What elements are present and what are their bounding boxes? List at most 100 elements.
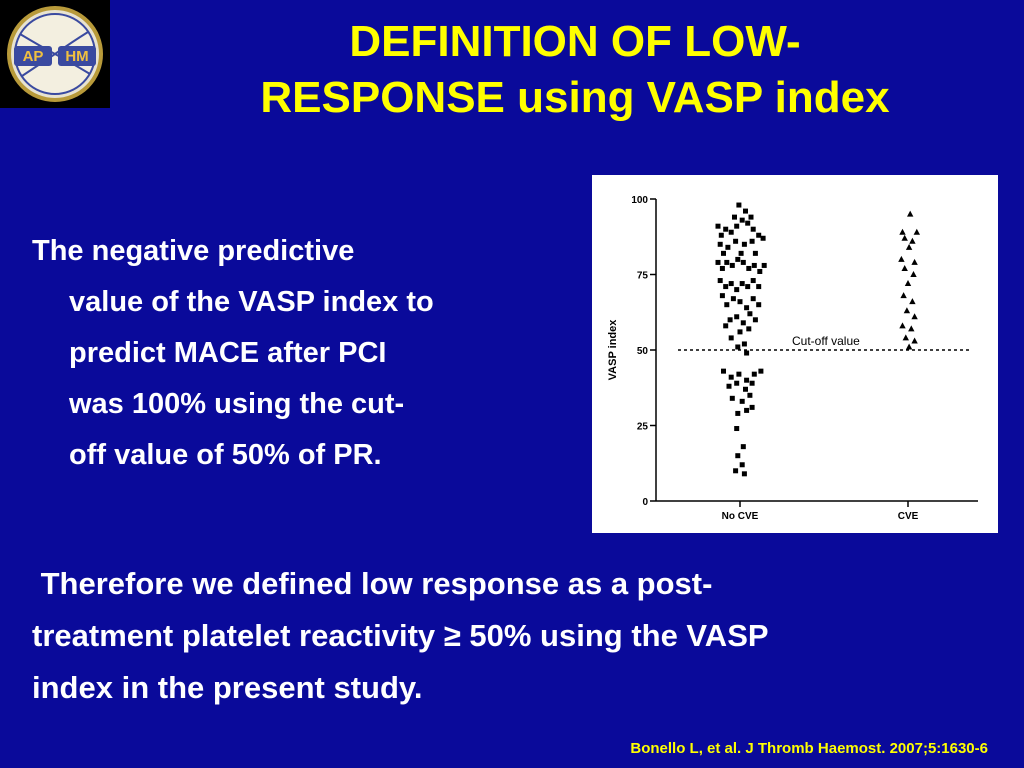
x-tick-label: CVE (898, 511, 919, 522)
no-cve-point (744, 407, 750, 413)
no-cve-point (750, 226, 756, 232)
vasp-chart-panel: 0 25 50 75 100 VASP index No CVE CVE Cut-off val… (592, 175, 998, 533)
no-cve-point (737, 329, 743, 335)
cve-point (913, 228, 920, 235)
no-cve-point (745, 284, 751, 290)
cve-point (907, 210, 914, 217)
no-cve-point (717, 278, 723, 284)
no-cve-point (715, 223, 721, 229)
x-tick-label: No CVE (722, 511, 759, 522)
no-cve-point (750, 278, 756, 284)
definition-line3: index in the present study. (32, 670, 423, 705)
no-cve-point (739, 281, 745, 287)
no-cve-point (746, 265, 752, 271)
slide-title-line2: RESPONSE using VASP index (260, 73, 890, 122)
y-tick-label: 75 (637, 271, 649, 282)
no-cve-point (748, 214, 754, 220)
cve-point (900, 292, 907, 299)
npv-line2: value of the VASP index to (69, 286, 434, 318)
no-cve-point (727, 317, 733, 323)
no-cve-point (736, 202, 742, 208)
cve-point (910, 271, 917, 277)
no-cve-point (717, 241, 723, 247)
cve-point (905, 343, 913, 350)
y-tick-label: 0 (642, 497, 648, 508)
aphm-logo-graphic: AP HM (7, 6, 103, 102)
y-tick-label: 50 (637, 346, 649, 357)
no-cve-point (735, 344, 741, 350)
no-cve-point (733, 468, 739, 474)
cve-point (909, 237, 916, 244)
no-cve-point (725, 244, 731, 250)
no-cve-point (728, 335, 734, 341)
no-cve-point (756, 232, 762, 238)
definition-line1: Therefore we defined low response as a p… (32, 566, 713, 601)
npv-line5: off value of 50% of PR. (69, 439, 382, 471)
definition-paragraph: Therefore we defined low response as a p… (32, 558, 1012, 714)
no-cve-point (740, 444, 746, 450)
cve-point (901, 234, 908, 241)
no-cve-point (733, 238, 739, 244)
no-cve-point (739, 398, 745, 404)
cve-point (903, 307, 911, 314)
no-cve-point (723, 323, 729, 329)
no-cve-point (747, 311, 753, 317)
npv-line1: The negative predictive (32, 235, 355, 267)
no-cve-point (723, 284, 729, 290)
no-cve-point (719, 265, 725, 271)
no-cve-point (734, 223, 740, 229)
cve-point (899, 228, 906, 235)
definition-line2: treatment platelet reactivity ≥ 50% usin… (32, 618, 769, 653)
no-cve-point (744, 305, 750, 311)
cve-point (909, 298, 916, 305)
citation: Bonello L, et al. J Thromb Haemost. 2007… (630, 740, 988, 757)
no-cve-point (750, 296, 756, 302)
no-cve-point (721, 250, 726, 256)
no-cve-point (757, 268, 763, 274)
no-cve-point (741, 241, 747, 247)
no-cve-point (752, 317, 758, 323)
npv-line3: predict MACE after PCI (69, 337, 387, 369)
no-cve-point (728, 281, 734, 287)
vasp-scatter-chart: 0 25 50 75 100 VASP index No CVE CVE Cut-off val… (607, 195, 978, 522)
no-cve-point (739, 217, 745, 223)
no-cve-point (749, 404, 755, 410)
no-cve-point (740, 320, 746, 326)
no-cve-point (744, 350, 750, 356)
cutoff-label: Cut-off value (792, 334, 860, 348)
no-cve-point (734, 287, 740, 293)
no-cve-point (751, 262, 757, 268)
no-cve-point (734, 426, 740, 432)
no-cve-point (739, 462, 745, 468)
no-cve-point (744, 377, 750, 383)
no-cve-point (729, 262, 735, 268)
slide-title: DEFINITION OF LOW- RESPONSE using VASP i… (150, 14, 1000, 126)
no-cve-point (743, 208, 748, 214)
no-cve-point (756, 284, 762, 290)
cve-point (911, 337, 918, 344)
no-cve-point (723, 226, 729, 232)
logo-text-left: AP (23, 48, 44, 65)
slide-title-line1: DEFINITION OF LOW- (349, 17, 801, 66)
cve-point (901, 264, 908, 271)
no-cve-point (715, 259, 721, 265)
no-cve-point (761, 262, 767, 268)
no-cve-point (726, 383, 732, 389)
no-cve-point (740, 259, 746, 265)
aphm-logo: AP HM (0, 0, 110, 108)
no-cve-point (735, 256, 741, 262)
npv-line4: was 100% using the cut- (69, 388, 405, 420)
no-cve-point (746, 326, 752, 332)
no-cve-point (734, 380, 740, 386)
no-cve-point (743, 386, 748, 392)
no-cve-point (724, 259, 730, 265)
no-cve-point (741, 341, 747, 347)
no-cve-point (719, 293, 725, 299)
cve-point (899, 322, 906, 329)
cve-point (898, 255, 905, 262)
cve-point (908, 325, 915, 332)
logo-text-right: HM (65, 48, 88, 65)
no-cve-point (741, 471, 747, 477)
no-cve-point (752, 250, 758, 256)
no-cve-point (730, 296, 736, 302)
